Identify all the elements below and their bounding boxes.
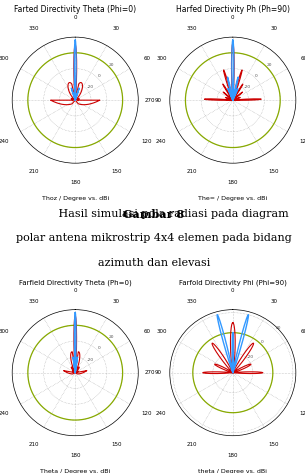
Text: Hasil simulasi pola radiasi pada diagram: Hasil simulasi pola radiasi pada diagram [20, 209, 289, 219]
Text: polar antena mikrostrip 4x4 elemen pada bidang: polar antena mikrostrip 4x4 elemen pada … [16, 233, 292, 243]
X-axis label: Thoz / Degree vs. dBi: Thoz / Degree vs. dBi [42, 196, 109, 201]
X-axis label: The= / Degree vs. dBi: The= / Degree vs. dBi [198, 196, 267, 201]
Title: Farfold Directivity Phi (Phi=90): Farfold Directivity Phi (Phi=90) [179, 280, 287, 287]
Title: Farfield Directivity Theta (Ph=0): Farfield Directivity Theta (Ph=0) [19, 280, 132, 287]
Text: azimuth dan elevasi: azimuth dan elevasi [98, 258, 210, 268]
Title: Farted Directivity Theta (Phi=0): Farted Directivity Theta (Phi=0) [14, 5, 136, 14]
Title: Harfed Directivity Ph (Ph=90): Harfed Directivity Ph (Ph=90) [176, 5, 290, 14]
X-axis label: theta / Degree vs. dBi: theta / Degree vs. dBi [198, 469, 267, 473]
X-axis label: Theta / Degree vs. dBi: Theta / Degree vs. dBi [40, 469, 110, 473]
Text: Gambar 8: Gambar 8 [124, 209, 185, 220]
